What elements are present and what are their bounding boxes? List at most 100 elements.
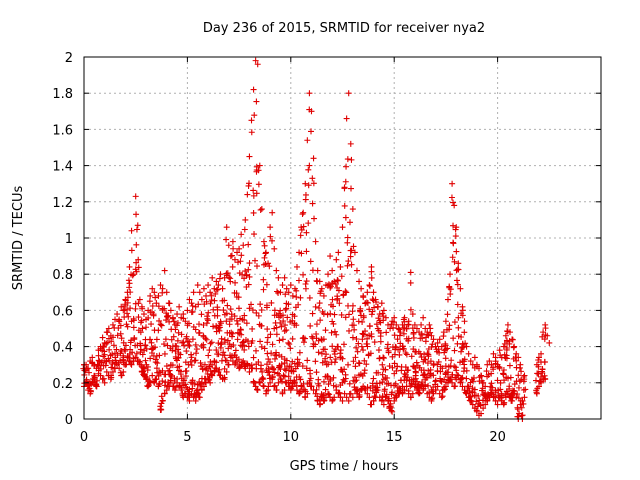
data-point [100,375,107,382]
data-point [384,341,391,348]
data-point [454,301,461,308]
data-point [278,361,285,368]
data-point [320,336,327,343]
data-point [514,391,521,398]
data-point [223,318,230,325]
data-point [353,344,360,351]
data-point [387,325,394,332]
data-point [303,229,310,236]
data-point [482,401,489,408]
data-point [345,361,352,368]
data-point [232,347,239,354]
data-point [264,334,271,341]
data-point [139,351,146,358]
data-point [366,323,373,330]
y-tick-label: 1.4 [52,160,73,175]
data-point [315,382,322,389]
y-tick-label: 0.2 [52,377,73,392]
data-point [407,306,414,313]
data-point [325,381,332,388]
data-point [407,269,414,276]
y-tick-label: 0.4 [52,341,73,356]
data-point [144,363,151,370]
data-point [126,263,133,270]
data-point [305,166,312,173]
data-point [375,347,382,354]
data-point [348,261,355,268]
data-point [400,345,407,352]
data-point [99,334,106,341]
data-point [442,318,449,325]
data-point [142,357,149,364]
data-point [506,383,513,390]
data-point [215,282,222,289]
data-point [364,289,371,296]
data-point [352,363,359,370]
data-point [409,390,416,397]
data-point [216,366,223,373]
data-point [285,289,292,296]
data-point [212,290,219,297]
data-point [308,108,315,115]
data-point [503,355,510,362]
data-point [186,397,193,404]
data-point [159,397,166,404]
data-point [449,379,456,386]
data-point [368,311,375,318]
data-point [459,383,466,390]
data-point [496,364,503,371]
data-point [228,252,235,259]
data-point [258,307,265,314]
data-point [85,365,92,372]
data-point [132,305,139,312]
data-point [356,391,363,398]
data-point [335,249,342,256]
data-point [189,308,196,315]
data-point [411,321,418,328]
data-point [189,302,196,309]
plot-frame [83,56,602,420]
data-point [341,202,348,209]
data-point [500,371,507,378]
data-point [490,350,497,357]
data-point [115,360,122,367]
data-point [259,374,266,381]
data-point [273,324,280,331]
data-point [170,318,177,325]
data-point [276,337,283,344]
data-point [363,299,370,306]
data-point [394,336,401,343]
data-point [459,374,466,381]
data-point [329,343,336,350]
data-point [135,300,142,307]
data-point [424,360,431,367]
data-point [216,275,223,282]
data-point [327,376,334,383]
x-tick-label: 0 [80,430,88,445]
data-point [425,353,432,360]
data-point [358,343,365,350]
data-point [327,310,334,317]
data-point [97,372,104,379]
data-point [220,307,227,314]
data-point [396,351,403,358]
data-point [331,351,338,358]
data-point [238,231,245,238]
data-point [426,321,433,328]
data-point [306,162,313,169]
data-point [402,364,409,371]
data-point [412,369,419,376]
data-point [506,340,513,347]
data-point [513,394,520,401]
data-point [248,129,255,136]
data-point [273,386,280,393]
data-point [463,343,470,350]
data-point [136,296,143,303]
data-point [497,386,504,393]
data-point [298,226,305,233]
data-point [513,357,520,364]
data-point [309,310,316,317]
data-point [109,321,116,328]
data-point [147,292,154,299]
data-point [308,128,315,135]
